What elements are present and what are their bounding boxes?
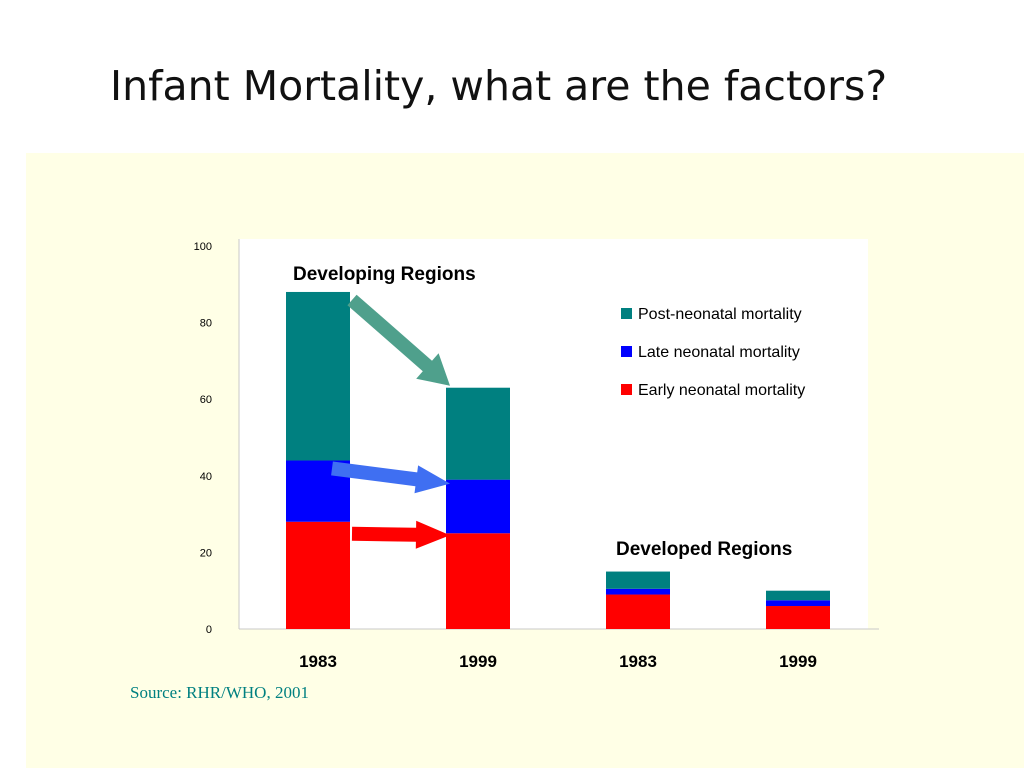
legend-item-late-neonatal-swatch [621, 346, 632, 357]
x-tick-label: 1983 [299, 652, 337, 671]
legend-item-early-neonatal-swatch [621, 384, 632, 395]
bar-segment-early-neonatal [766, 606, 830, 629]
x-tick-label: 1999 [779, 652, 817, 671]
legend-item-late-neonatal-label: Late neonatal mortality [638, 344, 800, 361]
source-note: Source: RHR/WHO, 2001 [130, 683, 309, 702]
y-tick-label: 40 [200, 471, 212, 483]
bar-segment-late-neonatal [606, 588, 670, 595]
bar-segment-late-neonatal [446, 479, 510, 534]
bar-segment-early-neonatal [446, 533, 510, 629]
y-tick-label: 100 [194, 241, 212, 253]
annotation-developed-regions: Developed Regions [616, 539, 792, 560]
annotation-developing-regions: Developing Regions [293, 264, 476, 285]
stacked-bar-chart: 0 20 40 60 80 100 1983 1999 1983 1999 Developing R… [26, 153, 1024, 768]
y-tick-label: 20 [200, 547, 212, 559]
trend-arrow-late-neonatal [331, 461, 450, 494]
bar-segment-early-neonatal [606, 594, 670, 629]
y-tick-label: 60 [200, 394, 212, 406]
bar-segment-post-neonatal [446, 387, 510, 480]
y-tick-label: 0 [206, 624, 212, 636]
slide-title: Infant Mortality, what are the factors? [110, 62, 888, 110]
y-tick-label: 80 [200, 318, 212, 330]
trend-arrow-early-neonatal [351, 520, 450, 549]
bar-segment-post-neonatal [286, 291, 350, 461]
bar-segment-post-neonatal [766, 590, 830, 601]
x-tick-label: 1999 [459, 652, 497, 671]
bar-segment-early-neonatal [286, 521, 350, 629]
bar-segment-post-neonatal [606, 571, 670, 589]
chart-panel: 0 20 40 60 80 100 1983 1999 1983 1999 Developing R… [26, 153, 1024, 768]
bar-segment-late-neonatal [766, 600, 830, 607]
legend-item-early-neonatal-label: Early neonatal mortality [638, 382, 805, 399]
trend-arrow-post-neonatal [347, 294, 450, 386]
x-tick-label: 1983 [619, 652, 657, 671]
legend-item-post-neonatal-swatch [621, 308, 632, 319]
legend-item-post-neonatal-label: Post-neonatal mortality [638, 306, 802, 323]
